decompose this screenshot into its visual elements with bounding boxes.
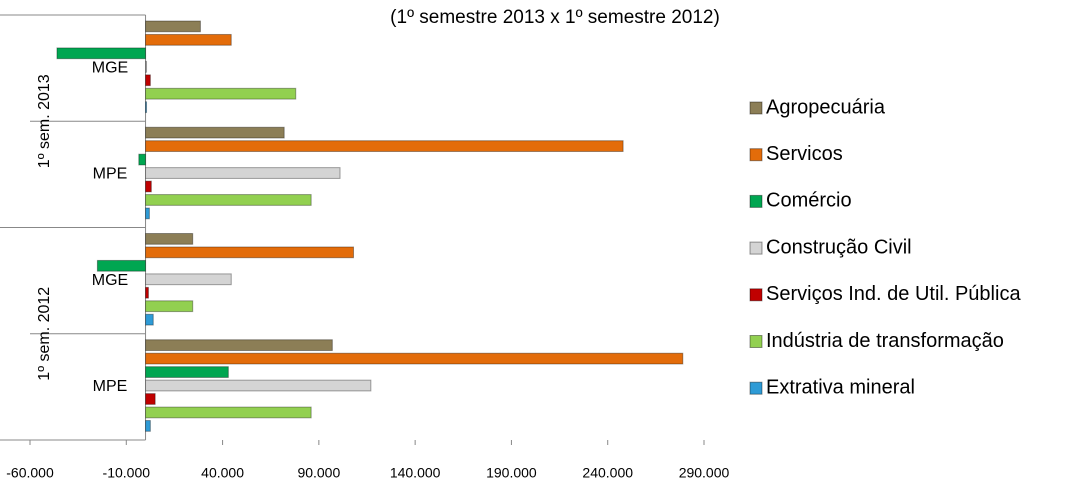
- bar: [56, 47, 147, 60]
- bar: [145, 74, 151, 87]
- legend-swatch: [749, 101, 763, 115]
- category-label: MGE: [92, 272, 128, 289]
- bar: [145, 140, 624, 152]
- legend-swatch: [749, 381, 763, 395]
- legend-swatch: [749, 194, 763, 208]
- bar: [145, 313, 154, 326]
- legend-swatch: [749, 288, 763, 302]
- legend-label: Indústria de transformação: [766, 330, 1004, 352]
- x-tick-label: 240.000: [582, 465, 633, 481]
- legend-label: Serviços Ind. de Util. Pública: [766, 283, 1021, 305]
- bar: [145, 273, 232, 286]
- bar: [145, 339, 333, 352]
- chart-subtitle: (1º semestre 2013 x 1º semestre 2012): [390, 7, 720, 28]
- group-label: 1º sem. 2013: [36, 74, 53, 168]
- bar: [145, 60, 148, 73]
- legend-label: Agropecuária: [766, 96, 886, 118]
- category-label: MPE: [93, 166, 128, 183]
- bar: [145, 352, 684, 365]
- bar: [138, 153, 147, 166]
- bar: [145, 379, 372, 392]
- x-tick-label: -10.000: [103, 465, 151, 481]
- bar: [145, 126, 285, 139]
- bar: [145, 207, 150, 220]
- x-tick-label: -60.000: [6, 465, 54, 481]
- x-tick-label: 40.000: [201, 465, 244, 481]
- legend-label: Extrativa mineral: [766, 376, 915, 398]
- x-tick-label: 290.000: [679, 465, 730, 481]
- category-label: MGE: [92, 59, 128, 76]
- x-tick-label: 90.000: [297, 465, 340, 481]
- legend-swatch: [749, 335, 763, 348]
- group-label: 1º sem. 2012: [36, 287, 53, 381]
- x-tick-label: 190.000: [486, 465, 537, 481]
- legend-swatch: [749, 241, 763, 255]
- bar: [145, 20, 201, 33]
- bar: [145, 233, 194, 245]
- bar: [145, 406, 312, 419]
- bar: [96, 259, 147, 272]
- legend-label: Construção Civil: [766, 236, 912, 258]
- bar: [145, 300, 194, 313]
- bar: [145, 366, 229, 378]
- legend-swatch: [749, 148, 763, 162]
- bar: [145, 420, 151, 432]
- bar: [145, 180, 152, 193]
- x-tick-label: 140.000: [390, 465, 441, 481]
- legend-label: Servicos: [766, 143, 843, 165]
- category-label: MPE: [93, 378, 128, 395]
- bar: [145, 167, 341, 179]
- bar: [145, 286, 149, 299]
- legend-label: Comércio: [766, 190, 852, 212]
- bar: [145, 393, 156, 405]
- bar: [145, 246, 355, 259]
- bar: [145, 87, 297, 100]
- bar: [145, 33, 232, 46]
- bar: [145, 101, 148, 114]
- bar: [145, 194, 312, 206]
